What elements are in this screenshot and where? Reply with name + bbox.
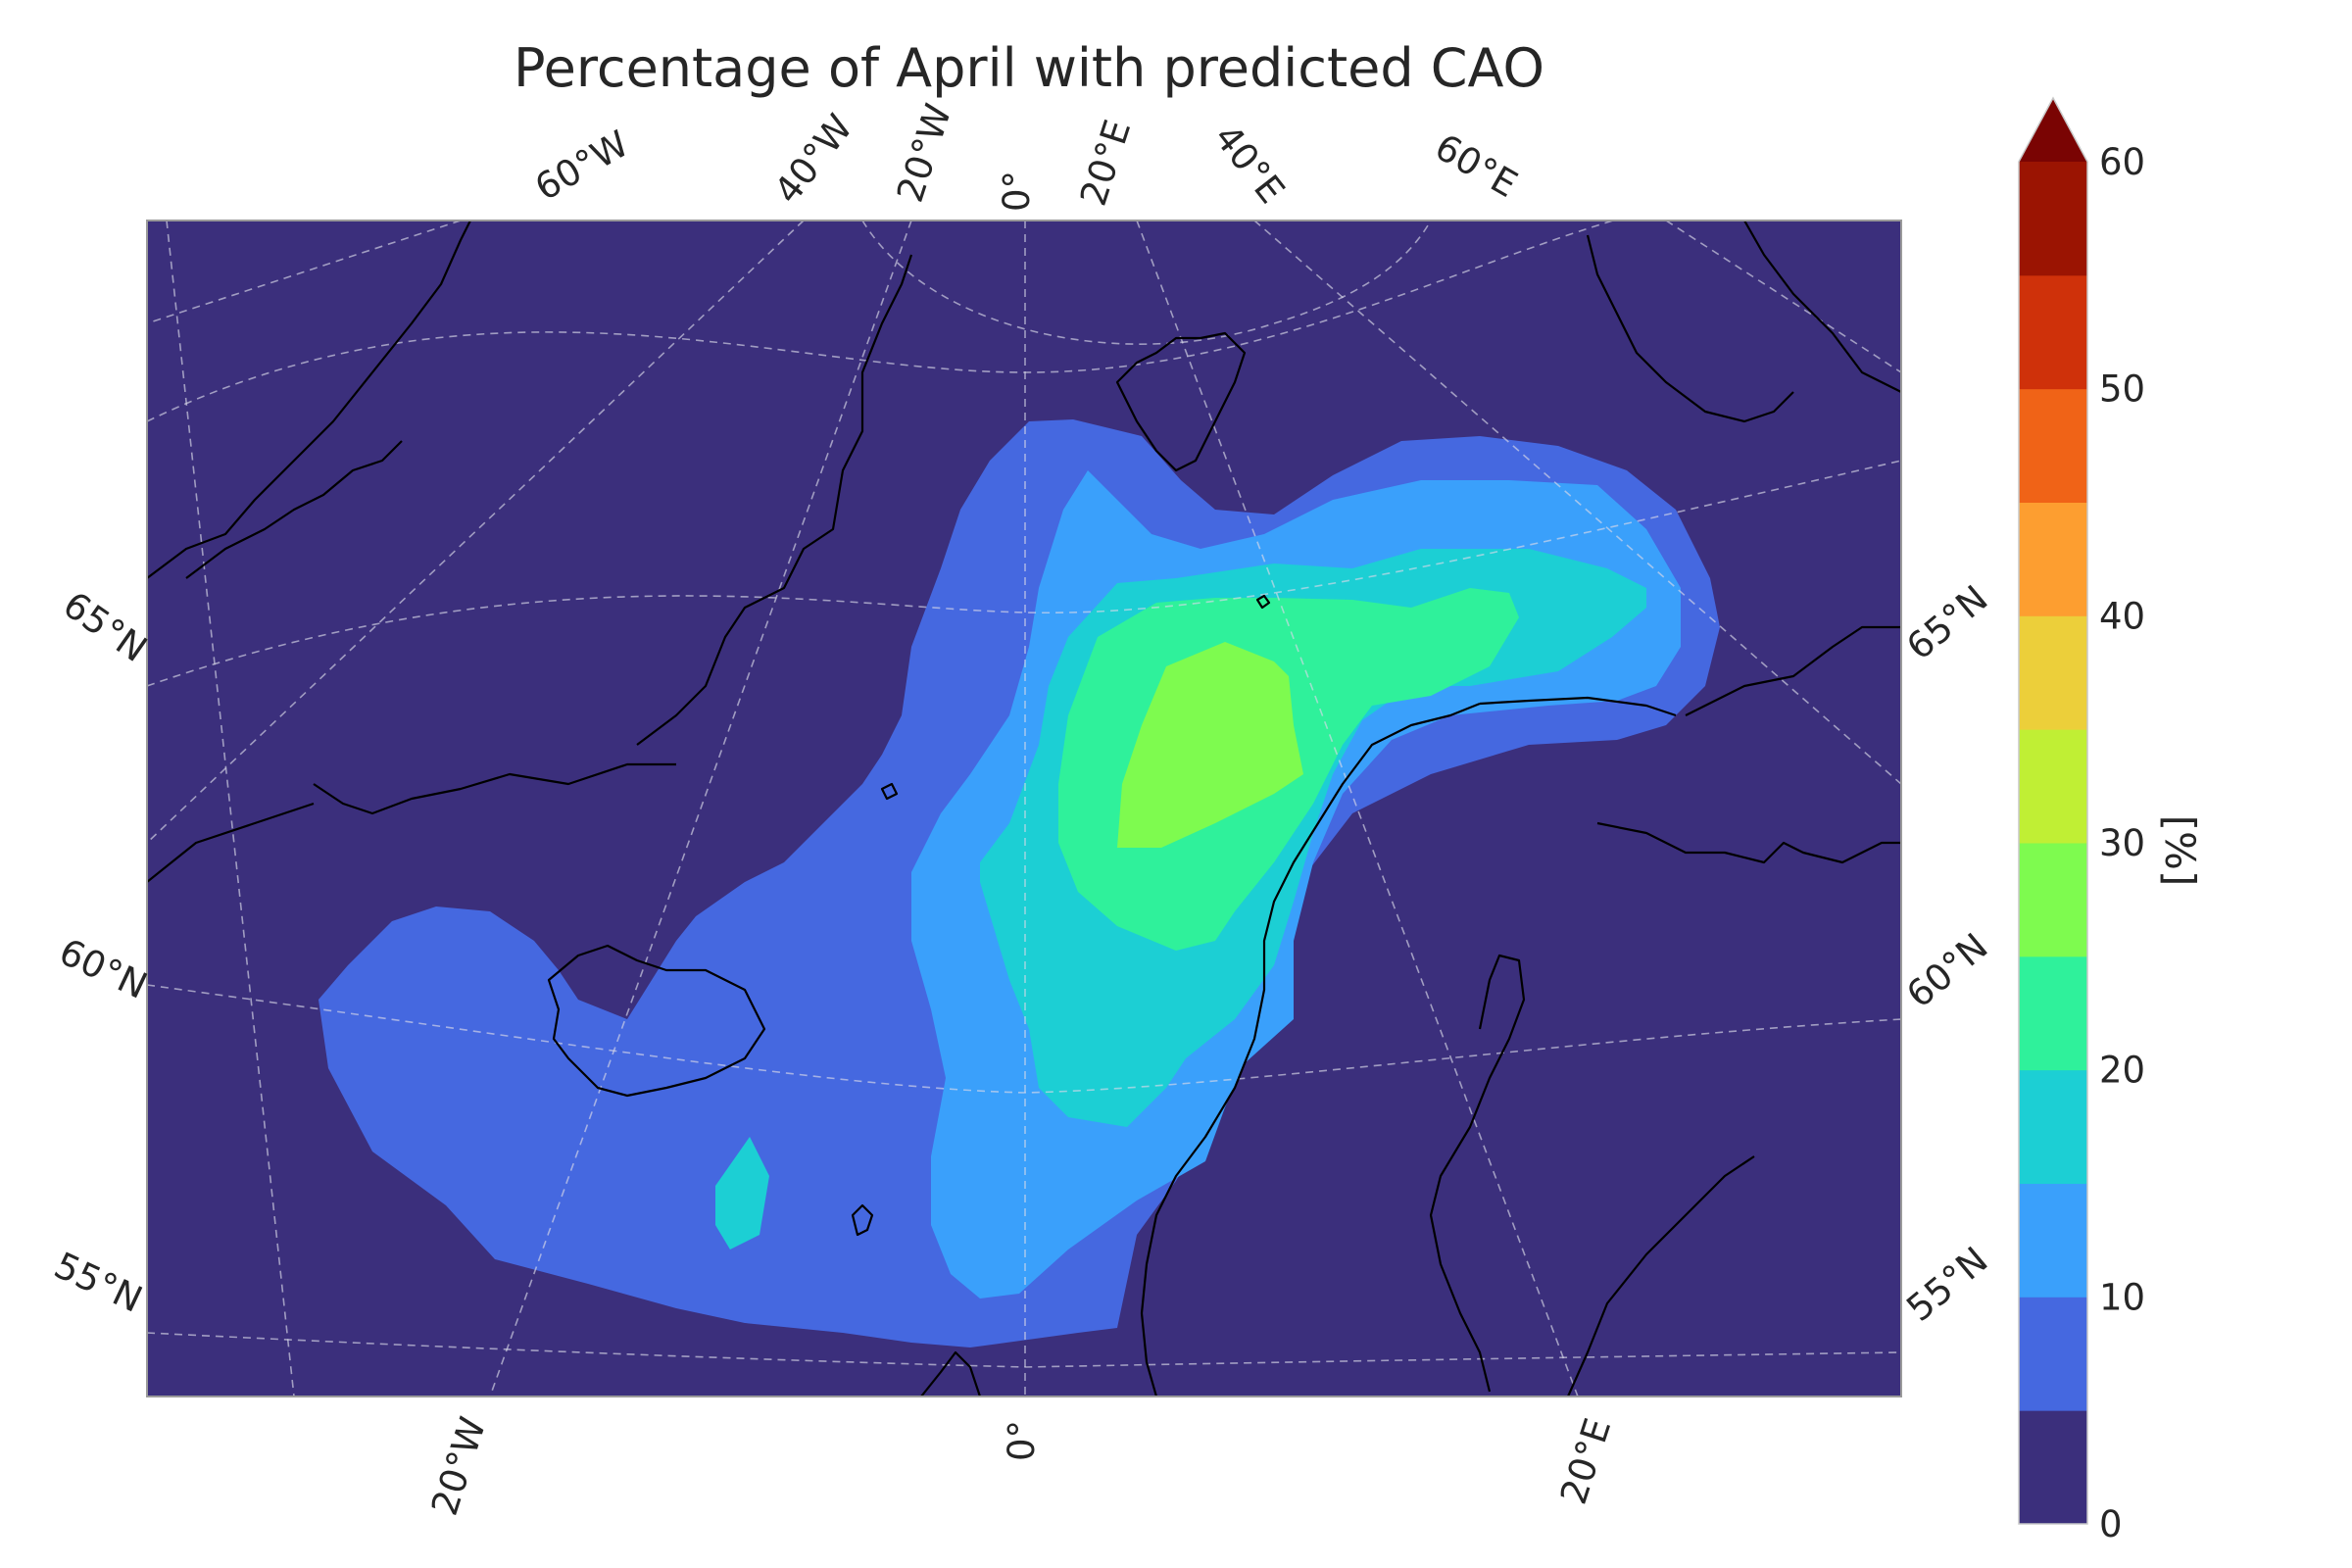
colorbar-tick-label: 40	[2099, 595, 2145, 637]
colorbar-swatch	[2019, 388, 2087, 503]
lat-label-right-55n: 55°N	[1898, 1239, 1995, 1330]
colorbar-tick-label: 20	[2099, 1050, 2145, 1092]
coast-norway-north	[1479, 696, 1677, 717]
colorbar-swatch	[2019, 843, 2087, 957]
colorbar-swatch	[2019, 615, 2087, 730]
gridline-lon-20w	[489, 220, 912, 1396]
gridline-lon-60e	[1665, 220, 1901, 373]
coast-svalbard	[1115, 331, 1247, 472]
contour-fill-25-30	[1117, 642, 1303, 848]
coast-severnaya	[1743, 220, 1901, 393]
lon-label-top-60e: 60°E	[1428, 125, 1525, 206]
colorbar-tick-label: 10	[2099, 1276, 2145, 1318]
coastlines	[147, 220, 1901, 1396]
lat-label-left-60n: 60°N	[53, 930, 154, 1006]
contour-fill-15-20-patch	[715, 1137, 769, 1250]
graticule	[147, 220, 1901, 1396]
longitude-labels-bottom: 20°W 0° 20°E	[423, 1412, 1619, 1520]
latitude-labels-right: 65°N 60°N 55°N	[1898, 577, 1995, 1330]
gridline-lat-65	[147, 460, 1901, 687]
lon-label-top-40e: 40°E	[1206, 117, 1294, 212]
colorbar-swatch	[2019, 162, 2087, 276]
colorbar-swatch	[2019, 1297, 2087, 1411]
colorbar-extend-arrow	[2019, 98, 2087, 162]
lon-label-top-0: 0°	[996, 171, 1038, 212]
gridline-lat-75	[861, 220, 1432, 345]
colorbar-tick-label: 50	[2099, 368, 2145, 411]
colorbar: 0 10 20 30 40 50 60 [%]	[2018, 96, 2204, 1545]
colorbar-tick-label: 60	[2099, 141, 2145, 183]
coast-novaya-zemlya	[1586, 234, 1794, 423]
coast-norway	[1140, 702, 1481, 1396]
lon-label-top-40w: 40°W	[766, 107, 861, 212]
colorbar-swatch	[2019, 1069, 2087, 1184]
coast-shetland	[851, 1203, 874, 1237]
lat-label-right-60n: 60°N	[1898, 925, 1995, 1016]
lon-label-bottom-0: 0°	[1001, 1420, 1043, 1461]
lon-label-top-20w: 20°W	[889, 99, 959, 207]
lat-label-right-65n: 65°N	[1898, 577, 1995, 668]
latitude-labels-left: 65°N 60°N 55°N	[48, 583, 155, 1320]
colorbar-tick-label: 0	[2099, 1503, 2123, 1545]
colorbar-swatch	[2019, 1183, 2087, 1298]
longitude-labels-top: 60°W 40°W 20°W 0° 20°E 40°E 60°E	[528, 99, 1525, 212]
lat-label-left-55n: 55°N	[48, 1244, 149, 1320]
lon-label-top-60w: 60°W	[528, 122, 636, 209]
gridline-lon-80w	[166, 220, 295, 1396]
coast-baltic-bothnia	[1429, 954, 1526, 1393]
colorbar-swatch	[2019, 274, 2087, 390]
colorbar-tick-label: 30	[2099, 822, 2145, 864]
lat-label-left-65n: 65°N	[56, 583, 155, 670]
lon-label-bottom-20w: 20°W	[423, 1412, 494, 1520]
coast-scotland	[920, 1350, 982, 1396]
colorbar-swatches	[2019, 162, 2087, 1525]
coast-baltic-east	[1566, 1155, 1755, 1396]
gridline-lat-70	[147, 220, 1617, 422]
colorbar-swatch	[2019, 502, 2087, 616]
colorbar-swatch	[2019, 1410, 2087, 1525]
coast-russia-north	[1685, 625, 1901, 716]
colorbar-label: [%]	[2156, 815, 2204, 887]
colorbar-swatch	[2019, 729, 2087, 844]
colorbar-outline	[2018, 96, 2088, 1525]
map-frame	[146, 220, 1902, 1397]
gridline-lon-60w	[147, 220, 462, 324]
coast-jan-mayen	[1255, 594, 1271, 610]
map-panel	[146, 220, 1902, 1397]
colorbar-ticks: 0 10 20 30 40 50 60	[2099, 141, 2145, 1545]
colorbar-swatch	[2019, 956, 2087, 1071]
coast-faroe	[880, 782, 899, 801]
lon-label-top-20e: 20°E	[1072, 115, 1139, 211]
contour-layer	[318, 419, 1720, 1348]
map-title: Percentage of April with predicted CAO	[514, 37, 1544, 99]
lon-label-bottom-20e: 20°E	[1552, 1413, 1619, 1509]
coast-greenland	[147, 220, 913, 883]
coast-iceland	[547, 944, 766, 1098]
coast-white-sea	[1596, 821, 1901, 864]
gridline-lon-20e	[1136, 220, 1579, 1396]
gridline-lon-40e	[1253, 220, 1901, 785]
